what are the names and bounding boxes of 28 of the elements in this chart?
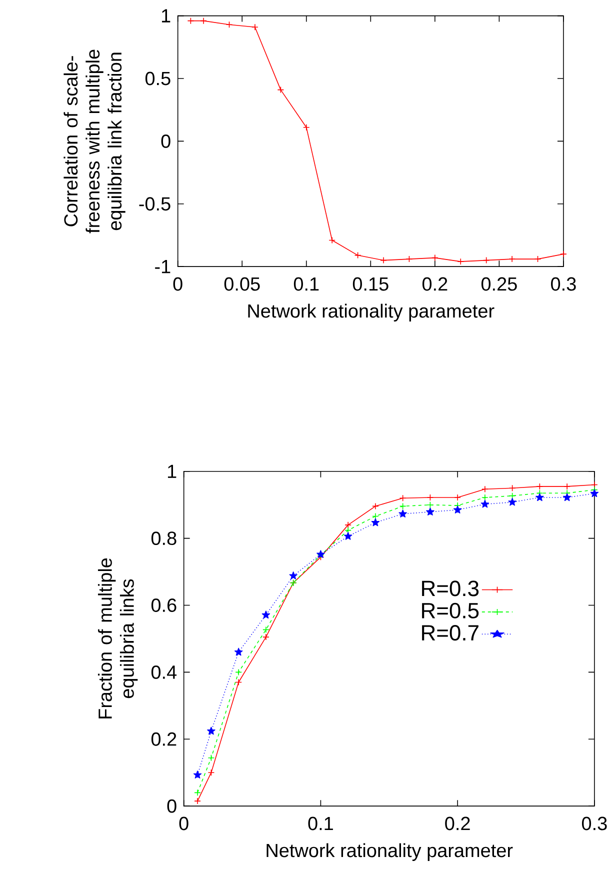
x-tick-label: 0.25 (481, 277, 517, 291)
x-tick-label: 0.05 (224, 277, 260, 291)
legend-label: R=0.5 (422, 602, 478, 618)
y-tick-label: 0 (167, 799, 176, 813)
y-tick-label: 0.6 (151, 598, 176, 612)
x-tick-label: 0.1 (294, 277, 318, 291)
y-tick-label: 1 (162, 9, 170, 22)
y-tick-label: 0.2 (151, 732, 176, 746)
legend-label: R=0.3 (422, 580, 478, 596)
y-tick-label: 0.5 (145, 72, 170, 86)
x-tick-label: 0.15 (352, 277, 388, 291)
legend-label: R=0.7 (422, 625, 478, 641)
y-axis-title: Fraction of multiple equilibria links (98, 558, 138, 718)
y-tick-label: 0.8 (151, 532, 176, 546)
y-tick-label: 1 (168, 464, 176, 478)
x-tick-label: 0.2 (422, 277, 447, 291)
x-tick-label: 0.2 (444, 816, 470, 830)
y-tick-label: 0 (161, 134, 170, 148)
y-tick-label: 0.4 (151, 665, 176, 679)
x-tick-label: 0.3 (550, 277, 576, 291)
y-tick-label: -0.5 (139, 197, 170, 211)
y-tick-label: -1 (154, 260, 170, 274)
y-axis-title: Correlation of scale-freeness with multiple equilibria link fraction (63, 50, 126, 234)
x-axis-title: Network rationality parameter (248, 304, 494, 322)
x-axis-title: Network rationality parameter (266, 843, 513, 861)
x-tick-label: 0.3 (582, 816, 607, 830)
x-tick-label: 0 (179, 816, 188, 830)
x-tick-label: 0.1 (308, 816, 333, 830)
